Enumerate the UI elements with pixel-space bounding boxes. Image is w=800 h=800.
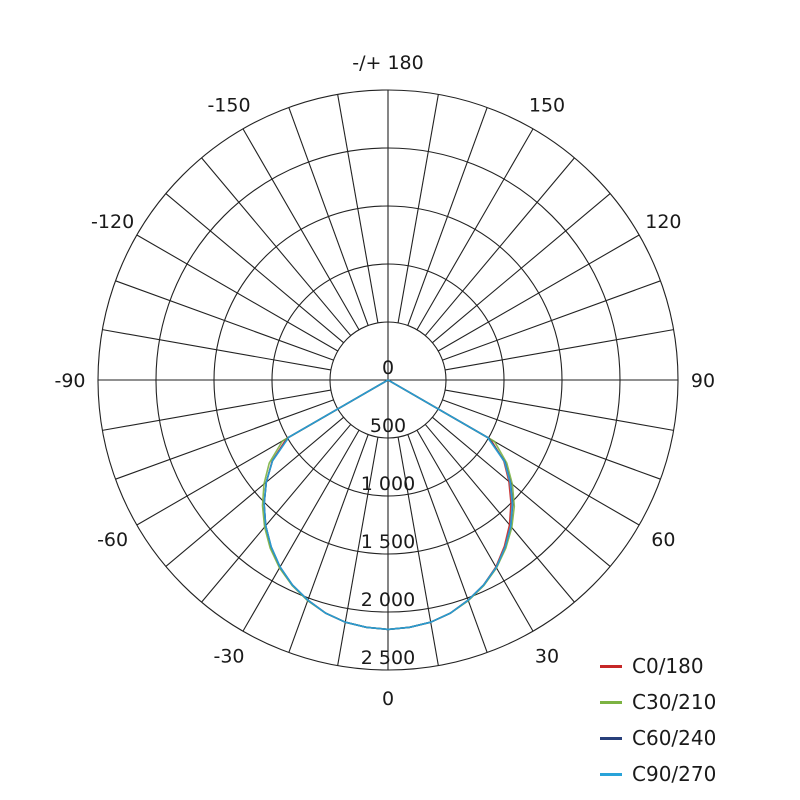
grid-spoke xyxy=(442,280,661,361)
angle-labels: 0 30 60 90 120 150 -/+ 180 -150 -120 -90 -60 -30 xyxy=(54,52,715,710)
grid-spoke xyxy=(407,434,488,653)
radial-label: 2 000 xyxy=(361,589,415,611)
angle-label: 120 xyxy=(645,211,681,233)
angle-label: 150 xyxy=(529,95,565,117)
radial-label: 2 500 xyxy=(361,647,415,669)
legend-label: C90/270 xyxy=(632,762,717,786)
grid-spoke xyxy=(288,107,369,326)
grid-spoke xyxy=(288,434,369,653)
legend-swatch xyxy=(600,736,622,740)
angle-label: -30 xyxy=(213,645,244,667)
grid-spoke xyxy=(115,399,334,480)
angle-label: 60 xyxy=(651,529,675,551)
grid-spoke xyxy=(432,416,611,567)
grid-spoke xyxy=(115,280,334,361)
grid-spoke xyxy=(445,329,674,371)
legend-swatch xyxy=(600,700,622,704)
radial-label: 500 xyxy=(370,415,406,437)
legend-label: C30/210 xyxy=(632,690,717,714)
legend: C0/180 C30/210 C60/240 C90/270 xyxy=(600,648,716,792)
series-curve xyxy=(263,379,514,631)
radial-label: 0 xyxy=(382,357,394,379)
grid-spoke xyxy=(407,107,488,326)
grid-spoke xyxy=(165,416,344,567)
angle-label: 0 xyxy=(382,688,394,710)
grid-spoke xyxy=(445,389,674,431)
grid-spoke xyxy=(416,128,534,331)
legend-label: C0/180 xyxy=(632,654,704,678)
grid-spoke xyxy=(201,424,352,603)
radial-labels: 0 500 1 000 1 500 2 000 2 500 xyxy=(361,357,415,669)
grid-spoke xyxy=(442,399,661,480)
grid-spoke xyxy=(165,193,344,344)
angle-label: -150 xyxy=(207,95,250,117)
angle-label: -120 xyxy=(91,211,134,233)
radial-label: 1 000 xyxy=(361,473,415,495)
grid-spoke xyxy=(337,94,379,323)
polar-grid xyxy=(97,89,679,671)
angle-label: 90 xyxy=(691,370,715,392)
grid-spoke xyxy=(397,94,439,323)
legend-item: C90/270 xyxy=(600,756,716,792)
radial-label: 1 500 xyxy=(361,531,415,553)
angle-label: -90 xyxy=(54,370,85,392)
legend-item: C30/210 xyxy=(600,684,716,720)
grid-spoke xyxy=(242,429,360,632)
grid-spoke xyxy=(437,234,640,352)
legend-label: C60/240 xyxy=(632,726,717,750)
grid-spoke xyxy=(242,128,360,331)
legend-swatch xyxy=(600,772,622,776)
legend-swatch xyxy=(600,664,622,668)
angle-label: 30 xyxy=(535,645,559,667)
legend-item: C60/240 xyxy=(600,720,716,756)
grid-spoke xyxy=(432,193,611,344)
legend-item: C0/180 xyxy=(600,648,716,684)
grid-spoke xyxy=(424,157,575,336)
angle-label: -/+ 180 xyxy=(352,52,423,74)
grid-spoke xyxy=(397,437,439,666)
grid-spoke xyxy=(337,437,379,666)
grid-spoke xyxy=(416,429,534,632)
grid-spoke xyxy=(136,234,339,352)
angle-label: -60 xyxy=(97,529,128,551)
intensity-curves xyxy=(261,379,516,631)
grid-spoke xyxy=(424,424,575,603)
grid-spoke xyxy=(102,389,331,431)
grid-spoke xyxy=(102,329,331,371)
grid-spoke xyxy=(201,157,352,336)
